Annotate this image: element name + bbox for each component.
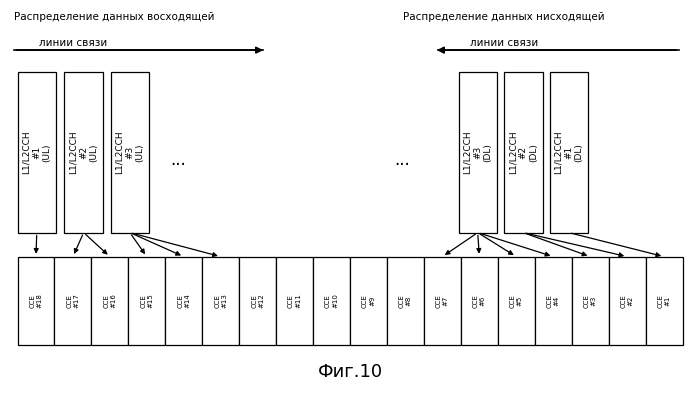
FancyBboxPatch shape [387, 257, 424, 345]
FancyBboxPatch shape [239, 257, 276, 345]
FancyBboxPatch shape [128, 257, 165, 345]
FancyBboxPatch shape [92, 257, 128, 345]
FancyBboxPatch shape [645, 257, 682, 345]
FancyBboxPatch shape [608, 257, 645, 345]
Text: ...: ... [395, 152, 410, 169]
FancyBboxPatch shape [64, 72, 103, 233]
FancyBboxPatch shape [350, 257, 387, 345]
Text: CCE
#10: CCE #10 [325, 293, 338, 308]
Text: линии связи: линии связи [470, 38, 538, 48]
FancyBboxPatch shape [535, 257, 572, 345]
Text: CCE
#9: CCE #9 [362, 294, 375, 308]
Text: CCE
#5: CCE #5 [510, 294, 523, 308]
FancyBboxPatch shape [498, 257, 535, 345]
Text: CCE
#1: CCE #1 [657, 294, 671, 308]
Text: CCE
#18: CCE #18 [29, 293, 43, 308]
Text: CCE
#4: CCE #4 [547, 294, 560, 308]
Text: L1/L2CCH
#2
(DL): L1/L2CCH #2 (DL) [508, 131, 538, 174]
Text: L1/L2CCH
#3
(DL): L1/L2CCH #3 (DL) [463, 131, 493, 174]
Text: CCE
#2: CCE #2 [621, 294, 634, 308]
FancyBboxPatch shape [313, 257, 350, 345]
FancyBboxPatch shape [458, 72, 497, 233]
Text: CCE
#6: CCE #6 [473, 294, 486, 308]
FancyBboxPatch shape [550, 72, 588, 233]
FancyBboxPatch shape [461, 257, 498, 345]
Text: CCE
#7: CCE #7 [436, 294, 449, 308]
Text: ...: ... [171, 152, 186, 169]
Text: L1/L2CCH
#1
(DL): L1/L2CCH #1 (DL) [554, 131, 584, 174]
Text: L1/L2CCH
#1
(UL): L1/L2CCH #1 (UL) [22, 131, 52, 174]
FancyBboxPatch shape [202, 257, 239, 345]
FancyBboxPatch shape [276, 257, 313, 345]
Text: L1/L2CCH
#2
(UL): L1/L2CCH #2 (UL) [69, 131, 99, 174]
Text: Распределение данных нисходящей: Распределение данных нисходящей [403, 12, 605, 22]
FancyBboxPatch shape [18, 257, 55, 345]
Text: CCE
#13: CCE #13 [214, 293, 228, 308]
Text: L1/L2CCH
#3
(UL): L1/L2CCH #3 (UL) [115, 131, 145, 174]
Text: CCE
#14: CCE #14 [177, 294, 190, 308]
FancyBboxPatch shape [504, 72, 542, 233]
Text: CCE
#11: CCE #11 [288, 293, 301, 308]
Text: CCE
#15: CCE #15 [140, 294, 153, 308]
Text: CCE
#16: CCE #16 [104, 293, 116, 308]
Text: Распределение данных восходящей: Распределение данных восходящей [14, 12, 214, 22]
FancyBboxPatch shape [165, 257, 202, 345]
FancyBboxPatch shape [424, 257, 461, 345]
Text: CCE
#17: CCE #17 [66, 293, 79, 308]
FancyBboxPatch shape [18, 72, 56, 233]
Text: линии связи: линии связи [38, 38, 106, 48]
Text: CCE
#8: CCE #8 [399, 294, 412, 308]
FancyBboxPatch shape [572, 257, 608, 345]
Text: CCE
#3: CCE #3 [584, 294, 596, 308]
Text: CCE
#12: CCE #12 [251, 294, 264, 308]
Text: Фиг.10: Фиг.10 [317, 363, 383, 381]
FancyBboxPatch shape [55, 257, 92, 345]
FancyBboxPatch shape [111, 72, 149, 233]
